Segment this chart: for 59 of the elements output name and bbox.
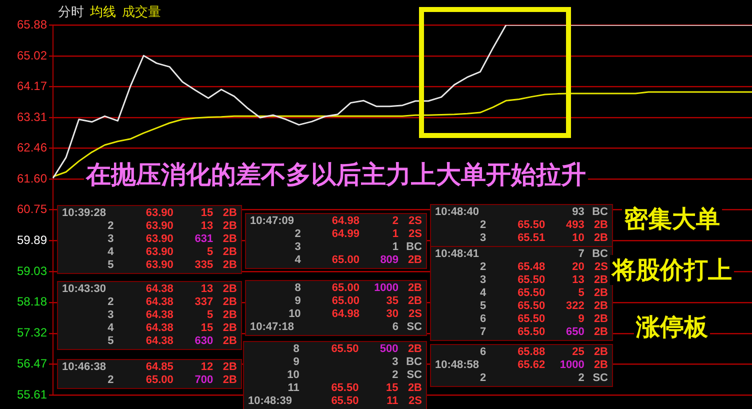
text: 4 64.38 15 2B <box>108 322 237 334</box>
y-tick-label: 65.88 <box>16 17 48 32</box>
text: 11 65.50 15 2B <box>288 382 422 394</box>
text: 10:48:41 7 BC <box>435 248 608 260</box>
text: 10 2 SC <box>287 369 422 381</box>
text: 3 63.90 631 2B <box>108 233 237 245</box>
text: 2 65.48 20 2S <box>480 261 608 273</box>
text: 6 65.88 25 2B <box>480 346 608 358</box>
text: 10:47:18 6 SC <box>250 321 422 333</box>
y-tick-label: 62.46 <box>16 140 48 155</box>
text: 2 63.90 13 2B <box>108 220 237 232</box>
text: 9 65.00 35 2B <box>294 295 422 307</box>
text: 10:39:28 63.90 15 2B <box>62 207 237 219</box>
text: 7 65.50 650 2B <box>480 326 608 338</box>
text: 3 1 BC <box>294 241 422 253</box>
annotation: 在抛压消化的差不多以后主力上大单开始拉升 <box>84 160 588 190</box>
text: 5 63.90 335 2B <box>108 259 237 271</box>
text: 3 64.38 5 2B <box>108 309 237 321</box>
text: 10:48:58 65.62 1000 2B <box>435 359 608 371</box>
text: 10 64.98 30 2S <box>288 308 422 320</box>
text: 3 65.51 10 2B <box>480 232 608 244</box>
text: 10:48:40 <box>435 206 480 218</box>
annotation: 将股价打上 <box>610 255 734 285</box>
y-tick-label: 64.17 <box>16 78 48 93</box>
annotation: 涨停板 <box>634 312 710 342</box>
text: 3 65.50 13 2B <box>480 274 608 286</box>
text: 10:43:30 64.38 13 2B <box>62 283 237 295</box>
y-tick-label: 58.18 <box>16 294 48 309</box>
text: 成交量 <box>122 4 161 21</box>
text: 8 65.00 1000 2B <box>294 282 422 294</box>
text: 10:48:39 65.50 11 2S <box>248 395 422 407</box>
y-tick-label: 63.31 <box>16 110 48 124</box>
text: 2 64.99 1 2S <box>294 228 422 240</box>
text: 2 65.00 700 2B <box>108 374 237 386</box>
y-tick-label: 59.89 <box>16 233 48 248</box>
text: 5 65.50 322 2B <box>480 300 608 312</box>
y-tick-label: 59.03 <box>16 264 48 278</box>
y-tick-label: 56.47 <box>16 356 48 370</box>
text: 2 65.50 493 2B <box>480 219 608 231</box>
text: 均线 <box>90 4 116 21</box>
text: 4 65.00 809 2B <box>294 254 422 266</box>
text: 9 3 BC <box>293 356 422 368</box>
text: 10:47:09 64.98 2 2S <box>250 215 422 227</box>
text: 4 65.50 5 2B <box>480 287 608 299</box>
text: 2 2 SC <box>480 372 608 384</box>
y-tick-label: 55.61 <box>16 387 48 402</box>
text: 5 64.38 630 2B <box>108 335 237 347</box>
annotation: 密集大单 <box>622 204 722 234</box>
text: 6 65.50 9 2B <box>480 313 608 325</box>
text: 10:46:38 64.85 12 2B <box>62 361 237 373</box>
text: 分时 <box>58 4 84 21</box>
text: 8 65.50 500 2B <box>293 343 422 355</box>
y-tick-label: 65.02 <box>16 48 48 62</box>
y-tick-label: 60.75 <box>16 202 48 216</box>
text: 2 64.38 337 2B <box>108 296 237 308</box>
text: 4 63.90 5 2B <box>108 246 237 258</box>
y-tick-label: 61.60 <box>16 172 48 186</box>
y-tick-label: 57.32 <box>16 326 48 340</box>
annotation: 93 BC <box>571 206 608 219</box>
